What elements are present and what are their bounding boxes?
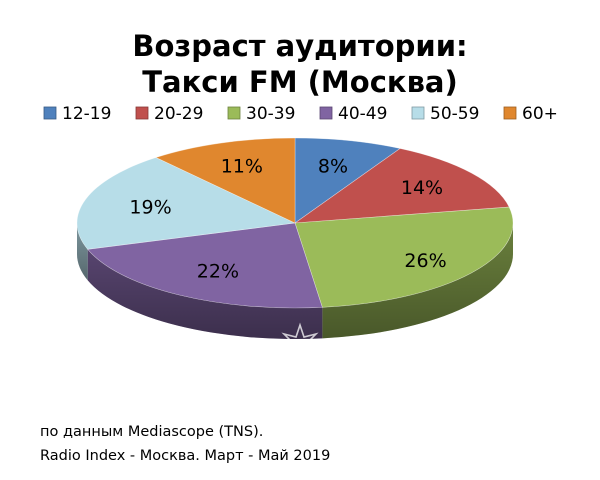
legend-swatch-50-59 (411, 106, 425, 120)
watermark-text: ALLEN MEDIA (241, 372, 359, 390)
source-line-1: по данным Mediascope (TNS). (40, 424, 264, 440)
pie-slice-20-29 (293, 148, 510, 224)
chart-title-line-2: Такси FM (Москва) (142, 65, 458, 99)
pie-label-12-19: 8% (318, 155, 348, 177)
pie-label-50-59: 19% (129, 197, 171, 219)
pie-slice-50-59 (76, 157, 297, 250)
source-line-2: Radio Index - Москва. Март - Май 2019 (40, 448, 331, 464)
legend-label-30-39: 30-39 (246, 104, 295, 124)
legend-label-12-19: 12-19 (62, 104, 111, 124)
legend-swatch-40-49 (319, 106, 333, 120)
legend-swatch-12-19 (43, 106, 57, 120)
chart-legend: 12-19 20-29 30-39 40-49 50-59 60+ (43, 104, 558, 124)
legend-label-20-29: 20-29 (154, 104, 203, 124)
pie-slice-12-19 (294, 137, 401, 224)
pie-side-shade-30-39 (322, 223, 513, 339)
chart-title-line-1: Возраст аудитории: (132, 29, 467, 63)
watermark: ALLEN MEDIA (241, 322, 359, 390)
star-burst-icon (281, 322, 319, 361)
pie-label-40-49: 22% (197, 260, 239, 282)
pie-label-60+: 11% (221, 155, 263, 177)
legend-swatch-60+ (503, 106, 517, 120)
pie-top-face (76, 137, 514, 309)
legend-label-60+: 60+ (522, 104, 558, 124)
pie-label-30-39: 26% (404, 250, 446, 272)
legend-label-40-49: 40-49 (338, 104, 387, 124)
pie-slice-30-39 (294, 206, 514, 308)
pie-slice-60+ (155, 137, 296, 224)
pie-side-shade-40-49 (87, 249, 323, 339)
legend-swatch-20-29 (135, 106, 149, 120)
pie-slice-40-49 (87, 222, 323, 309)
legend-label-50-59: 50-59 (430, 104, 479, 124)
pie-label-20-29: 14% (401, 177, 443, 199)
legend-swatch-30-39 (227, 106, 241, 120)
pie-value-labels: 8% 14% 26% 22% 19% 11% (129, 155, 446, 282)
